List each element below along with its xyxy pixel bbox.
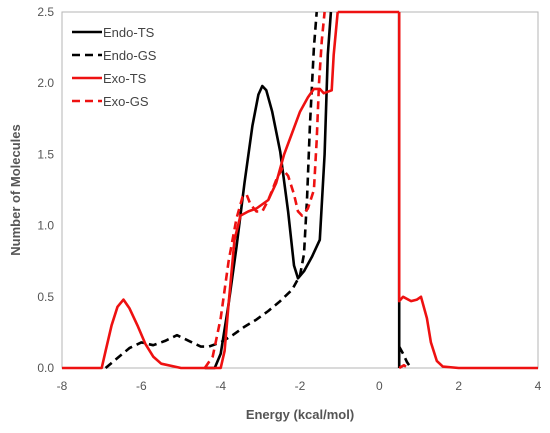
series-endo-ts: [204, 11, 401, 370]
series-line-segment: [397, 12, 538, 370]
series-line: [203, 11, 326, 369]
series-endo-gs: [104, 11, 413, 369]
y-tick-label: 1.5: [37, 147, 54, 161]
series-exo-gs: [203, 11, 409, 370]
series-layer: [62, 10, 538, 370]
legend-label: Endo-GS: [103, 48, 157, 63]
y-tick-label: 0.5: [37, 290, 54, 304]
y-axis-title: Number of Molecules: [8, 124, 23, 255]
series-line: [62, 11, 339, 370]
y-tick-label: 2.5: [37, 5, 54, 19]
plot-border: [61, 11, 539, 369]
series-exo-ts: [62, 10, 538, 370]
y-tick-labels: 0.0 0.5 1.0 1.5 2.0 2.5: [37, 5, 54, 375]
x-tick-label: 0: [376, 379, 383, 393]
legend-item: Exo-GS: [72, 94, 149, 109]
legend-label: Exo-TS: [103, 71, 147, 86]
x-tick-label: -6: [136, 379, 147, 393]
series-line-segment: [398, 363, 409, 370]
legend-item: Endo-GS: [72, 48, 157, 63]
y-tick-label: 2.0: [37, 76, 54, 90]
x-tick-label: -8: [57, 379, 68, 393]
x-tick-labels: -8 -6 -4 -2 0 2 4: [57, 379, 542, 393]
x-tick-label: 4: [535, 379, 542, 393]
y-tick-label: 0.0: [37, 361, 54, 375]
legend: Endo-TS Endo-GS Exo-TS Exo-GS: [72, 25, 157, 109]
plot-area: [61, 11, 539, 369]
x-tick-label: 2: [455, 379, 462, 393]
x-tick-label: -4: [215, 379, 226, 393]
y-tick-label: 1.0: [37, 219, 54, 233]
x-tick-label: -2: [295, 379, 306, 393]
series-line: [104, 11, 318, 369]
legend-label: Endo-TS: [103, 25, 155, 40]
series-line-segment: [398, 345, 413, 369]
legend-label: Exo-GS: [103, 94, 149, 109]
legend-item: Exo-TS: [72, 71, 147, 86]
x-axis-title: Energy (kcal/mol): [246, 407, 354, 422]
legend-item: Endo-TS: [72, 25, 155, 40]
